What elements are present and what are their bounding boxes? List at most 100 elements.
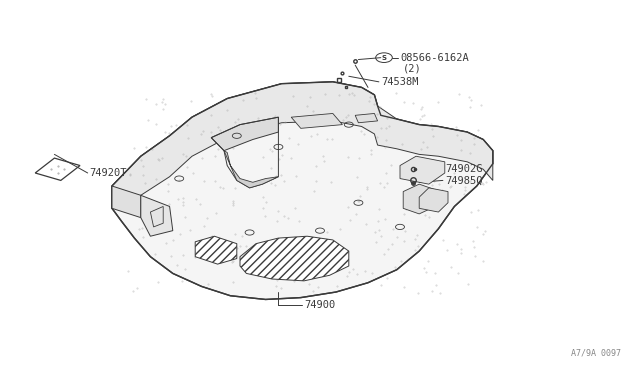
Point	[211, 210, 221, 216]
Point	[355, 193, 365, 199]
Point	[199, 222, 209, 228]
Point	[362, 186, 372, 192]
Polygon shape	[211, 117, 278, 151]
Point	[202, 215, 212, 221]
Point	[250, 124, 260, 129]
Point	[228, 279, 238, 285]
Point	[390, 90, 401, 96]
Point	[288, 250, 298, 256]
Point	[415, 146, 426, 152]
Point	[400, 228, 410, 234]
Point	[426, 121, 436, 127]
Point	[218, 185, 228, 191]
Point	[213, 244, 223, 250]
Point	[242, 260, 252, 266]
Point	[305, 94, 315, 100]
Point	[379, 184, 389, 190]
Point	[415, 116, 425, 122]
Point	[327, 136, 337, 142]
Point	[414, 198, 424, 203]
Point	[289, 271, 299, 277]
Point	[388, 226, 399, 232]
Point	[402, 205, 412, 211]
Point	[312, 284, 323, 290]
Point	[413, 290, 423, 296]
Point	[452, 132, 462, 138]
Point	[408, 100, 419, 106]
Text: S: S	[381, 55, 387, 61]
Point	[271, 277, 282, 283]
Point	[430, 270, 440, 276]
Point	[138, 163, 148, 169]
Point	[266, 166, 276, 171]
Point	[228, 258, 238, 264]
Text: 74900: 74900	[304, 300, 335, 310]
Polygon shape	[224, 151, 278, 188]
Point	[228, 145, 238, 151]
Polygon shape	[419, 188, 448, 212]
Point	[230, 185, 240, 191]
Point	[410, 236, 420, 242]
Point	[241, 243, 251, 249]
Point	[318, 153, 328, 158]
Point	[321, 252, 331, 258]
Point	[452, 270, 463, 276]
Point	[473, 127, 483, 133]
Point	[322, 136, 332, 142]
Text: 74902G: 74902G	[445, 164, 483, 174]
Point	[456, 147, 466, 153]
Text: 74920T: 74920T	[90, 168, 127, 178]
Point	[235, 243, 245, 249]
Polygon shape	[291, 113, 342, 128]
Point	[369, 102, 379, 108]
Point	[375, 180, 385, 186]
Point	[212, 124, 223, 130]
Point	[375, 103, 385, 109]
Point	[372, 134, 383, 140]
Text: 74985Q: 74985Q	[445, 176, 483, 185]
Point	[345, 217, 355, 223]
Point	[178, 195, 188, 201]
Point	[195, 201, 205, 207]
Point	[420, 212, 430, 218]
Point	[372, 111, 382, 117]
Point	[289, 278, 300, 284]
Point	[207, 233, 218, 239]
Point	[157, 96, 168, 102]
Point	[381, 125, 391, 131]
Point	[435, 289, 445, 295]
Point	[243, 257, 253, 263]
Point	[270, 113, 280, 119]
Point	[478, 181, 488, 187]
Point	[171, 122, 181, 128]
Point	[290, 265, 300, 271]
Point	[456, 137, 466, 143]
Point	[362, 183, 372, 189]
Point	[237, 234, 248, 240]
Point	[128, 209, 138, 215]
Point	[419, 265, 429, 271]
Point	[406, 193, 417, 199]
Polygon shape	[112, 82, 493, 299]
Point	[161, 240, 171, 246]
Point	[134, 226, 145, 232]
Point	[182, 122, 192, 128]
Point	[442, 247, 452, 253]
Point	[131, 285, 141, 291]
Point	[153, 279, 163, 285]
Text: 74538M: 74538M	[381, 77, 419, 87]
Point	[468, 135, 479, 141]
Point	[376, 233, 387, 239]
Point	[381, 180, 392, 186]
Point	[168, 237, 179, 243]
Polygon shape	[112, 186, 141, 218]
Point	[288, 93, 298, 99]
Point	[320, 91, 330, 97]
Point	[243, 133, 253, 139]
Point	[129, 145, 139, 151]
Point	[238, 97, 248, 103]
Point	[213, 145, 223, 151]
Point	[308, 188, 319, 194]
Point	[399, 99, 409, 105]
Point	[271, 121, 281, 126]
